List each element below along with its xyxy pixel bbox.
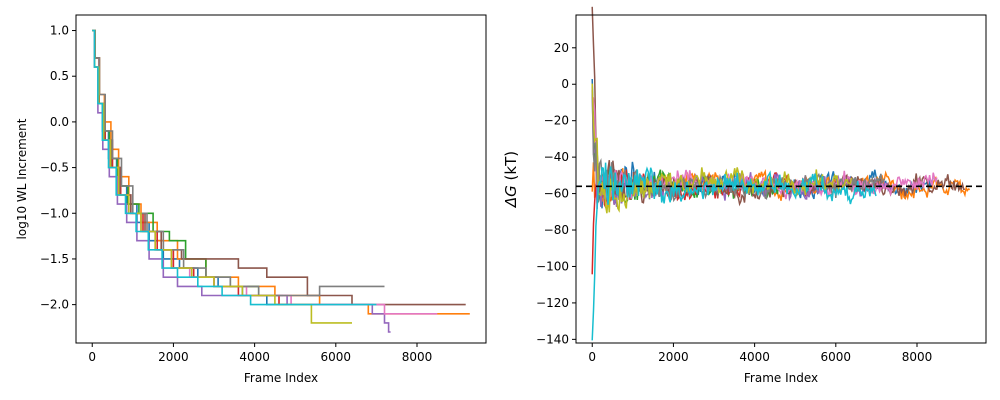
y-tick-label: −20: [544, 114, 569, 128]
x-tick-label: 6000: [321, 350, 352, 364]
y-tick-label: 1.0: [50, 24, 69, 38]
left-series-group: [92, 29, 470, 333]
x-tick-label: 0: [588, 350, 596, 364]
x-tick-label: 2000: [158, 350, 189, 364]
right-y-ticks: 20 0 −20 −40 −60 −80 −100 −120 −140: [536, 41, 576, 346]
right-x-ticks: 0 2000 4000 6000 8000: [588, 343, 932, 364]
right-y-axis-label: ΔG (kT): [502, 151, 520, 208]
x-tick-label: 2000: [658, 350, 689, 364]
y-tick-label: −60: [544, 187, 569, 201]
series-line-9: [92, 29, 352, 324]
y-tick-label: −120: [536, 296, 569, 310]
y-tick-label: 0.0: [50, 115, 69, 129]
series-line-7: [92, 29, 438, 315]
left-x-ticks: 0 2000 4000 6000 8000: [88, 343, 432, 364]
y-tick-label: −80: [544, 223, 569, 237]
left-y-axis-label: log10 WL Increment: [15, 118, 29, 239]
y-tick-label: 20: [554, 41, 569, 55]
series-line-1: [92, 29, 296, 306]
x-tick-label: 4000: [239, 350, 270, 364]
series-line-10: [92, 29, 377, 306]
right-x-axis-label: Frame Index: [744, 371, 818, 385]
left-chart: 0 2000 4000 6000 8000 1.0 0.5 0.0 −0.5 −1.0 −1.5 −…: [15, 14, 487, 385]
series-line-6: [92, 29, 466, 306]
y-tick-label: −140: [536, 332, 569, 346]
right-y-axis-unit: (kT): [502, 151, 520, 185]
right-axes-frame: [575, 14, 987, 344]
y-tick-label: −2.0: [40, 298, 69, 312]
x-tick-label: 8000: [402, 350, 433, 364]
series-line-2: [92, 29, 470, 315]
x-tick-label: 4000: [739, 350, 770, 364]
y-tick-label: 0.5: [50, 69, 69, 83]
y-tick-label: 0: [561, 77, 569, 91]
y-tick-label: −100: [536, 259, 569, 273]
right-y-axis-symbol: ΔG: [502, 185, 520, 208]
left-axes-frame: [75, 14, 487, 344]
series-line-10: [591, 162, 877, 341]
x-tick-label: 0: [88, 350, 96, 364]
y-tick-label: −1.5: [40, 252, 69, 266]
left-y-ticks: 1.0 0.5 0.0 −0.5 −1.0 −1.5 −2.0: [40, 24, 76, 312]
x-tick-label: 6000: [821, 350, 852, 364]
y-tick-label: −0.5: [40, 161, 69, 175]
series-line-8: [92, 29, 385, 297]
right-chart: 0 2000 4000 6000 8000 20 0 −20 −40 −60 −80 −100 −12…: [502, 6, 987, 385]
left-x-axis-label: Frame Index: [244, 371, 318, 385]
y-tick-label: −40: [544, 150, 569, 164]
y-tick-label: −1.0: [40, 206, 69, 220]
right-series-group: [591, 6, 971, 341]
x-tick-label: 8000: [902, 350, 933, 364]
